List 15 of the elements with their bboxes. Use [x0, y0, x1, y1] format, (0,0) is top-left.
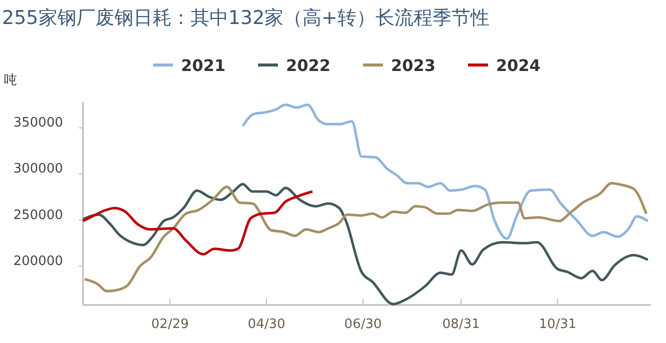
x-tick-label: 02/29 — [151, 317, 189, 332]
legend-label: 2022 — [286, 56, 331, 75]
x-tick-label: 08/31 — [442, 317, 480, 332]
legend-label: 2021 — [181, 56, 226, 75]
x-tick-label: 06/30 — [344, 317, 382, 332]
legend-label: 2024 — [496, 56, 541, 75]
y-tick-label: 250000 — [13, 208, 63, 223]
y-tick-label: 300000 — [13, 162, 63, 177]
x-tick-label: 10/31 — [538, 317, 576, 332]
x-tick-label: 04/30 — [248, 317, 286, 332]
y-tick-label: 200000 — [13, 254, 63, 269]
chart-title: 255家钢厂废钢日耗：其中132家（高+转）长流程季节性 — [2, 7, 490, 29]
y-axis-title: 吨 — [4, 73, 17, 88]
legend-label: 2023 — [391, 56, 436, 75]
y-tick-label: 350000 — [13, 116, 63, 131]
